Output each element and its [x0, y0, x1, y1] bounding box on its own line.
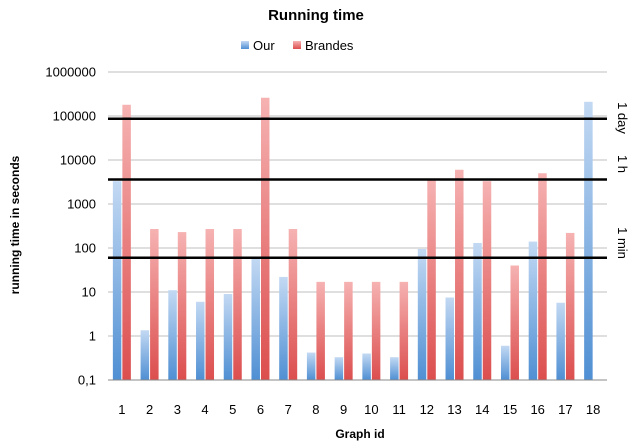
legend-label-brandes: Brandes: [305, 38, 354, 53]
bar-brandes-graph-14: [482, 181, 492, 380]
reference-lines: 1 day 1 h 1 min: [108, 102, 630, 260]
bar-our-graph-11: [390, 357, 399, 380]
bar-our-graph-10: [362, 353, 371, 380]
x-tick-label: 14: [475, 402, 489, 417]
bar-brandes-graph-5: [233, 229, 242, 380]
bar-brandes-graph-15: [510, 265, 519, 380]
bar-our-graph-3: [168, 290, 177, 380]
y-tick-label: 10000: [60, 153, 96, 168]
bar-our-graph-13: [445, 297, 455, 380]
bar-our-graph-7: [279, 276, 288, 380]
x-tick-label: 1: [118, 402, 125, 417]
bar-brandes-graph-11: [399, 281, 409, 380]
x-tick-label: 6: [257, 402, 264, 417]
x-tick-label: 11: [392, 402, 406, 417]
bar-our-graph-14: [473, 242, 482, 380]
x-tick-label: 7: [285, 402, 292, 417]
x-tick-label: 17: [558, 402, 572, 417]
y-tick-label: 1000: [67, 197, 96, 212]
bar-brandes-graph-6: [260, 97, 270, 380]
bar-brandes-graph-12: [427, 178, 436, 380]
reference-line-label: 1 min: [615, 227, 630, 259]
bar-brandes-graph-1: [122, 104, 131, 381]
x-tick-label: 2: [146, 402, 153, 417]
x-axis-title: Graph id: [335, 427, 384, 441]
bar-our-graph-17: [556, 302, 565, 380]
x-tick-label: 18: [586, 402, 600, 417]
legend-swatch-brandes: [293, 41, 301, 49]
bar-our-graph-16: [528, 241, 538, 380]
x-tick-label: 12: [420, 402, 434, 417]
bar-brandes-graph-4: [205, 229, 215, 380]
bar-brandes-graph-2: [150, 229, 159, 380]
x-tick-label: 3: [174, 402, 181, 417]
x-tick-label: 9: [340, 402, 347, 417]
bar-brandes-graph-16: [538, 173, 547, 380]
y-tick-label: 1000000: [45, 65, 96, 80]
chart-title: Running time: [268, 7, 364, 24]
bar-brandes-graph-10: [371, 281, 381, 380]
x-tick-label: 8: [312, 402, 319, 417]
bar-our-graph-2: [140, 330, 150, 380]
bar-our-graph-8: [306, 352, 316, 380]
bar-our-graph-15: [500, 345, 510, 380]
y-axis-tick-labels: 0,1 1 10 100 1000 10000 100000 1000000: [45, 65, 96, 388]
x-tick-label: 13: [447, 402, 461, 417]
reference-line-label: 1 day: [615, 102, 630, 134]
x-tick-label: 10: [364, 402, 378, 417]
bar-our-graph-5: [223, 294, 233, 380]
legend-swatch-our: [241, 41, 249, 49]
x-tick-label: 16: [530, 402, 544, 417]
x-tick-label: 5: [229, 402, 236, 417]
y-tick-label: 0,1: [78, 373, 96, 388]
y-tick-label: 100: [74, 241, 96, 256]
y-tick-label: 100000: [53, 109, 96, 124]
bar-our-graph-12: [417, 248, 427, 380]
bar-our-graph-18: [584, 101, 593, 380]
bar-our-graph-9: [334, 357, 344, 380]
y-tick-label: 10: [82, 285, 96, 300]
bar-brandes-graph-3: [177, 232, 187, 380]
y-tick-label: 1: [89, 329, 96, 344]
legend-label-our: Our: [253, 38, 275, 53]
bar-our-graph-6: [251, 257, 260, 380]
bar-brandes-graph-17: [565, 232, 575, 380]
x-tick-label: 4: [201, 402, 208, 417]
bar-brandes-graph-9: [344, 281, 353, 380]
bar-brandes-graph-13: [455, 169, 464, 380]
bar-brandes-graph-8: [316, 281, 325, 380]
y-axis-title: running time in seconds: [8, 155, 22, 294]
gridlines: [108, 71, 607, 337]
x-tick-label: 15: [503, 402, 517, 417]
legend: Our Brandes: [241, 38, 354, 53]
x-axis-tick-labels: 1 2 3 4 5 6 7 8 9 10 11 12 13 14 15 16 17 18: [118, 402, 600, 417]
bar-our-graph-1: [112, 181, 122, 380]
reference-line-label: 1 h: [615, 155, 630, 173]
bar-brandes-graph-7: [288, 229, 298, 380]
bar-our-graph-4: [196, 301, 205, 380]
bars: [112, 97, 593, 381]
